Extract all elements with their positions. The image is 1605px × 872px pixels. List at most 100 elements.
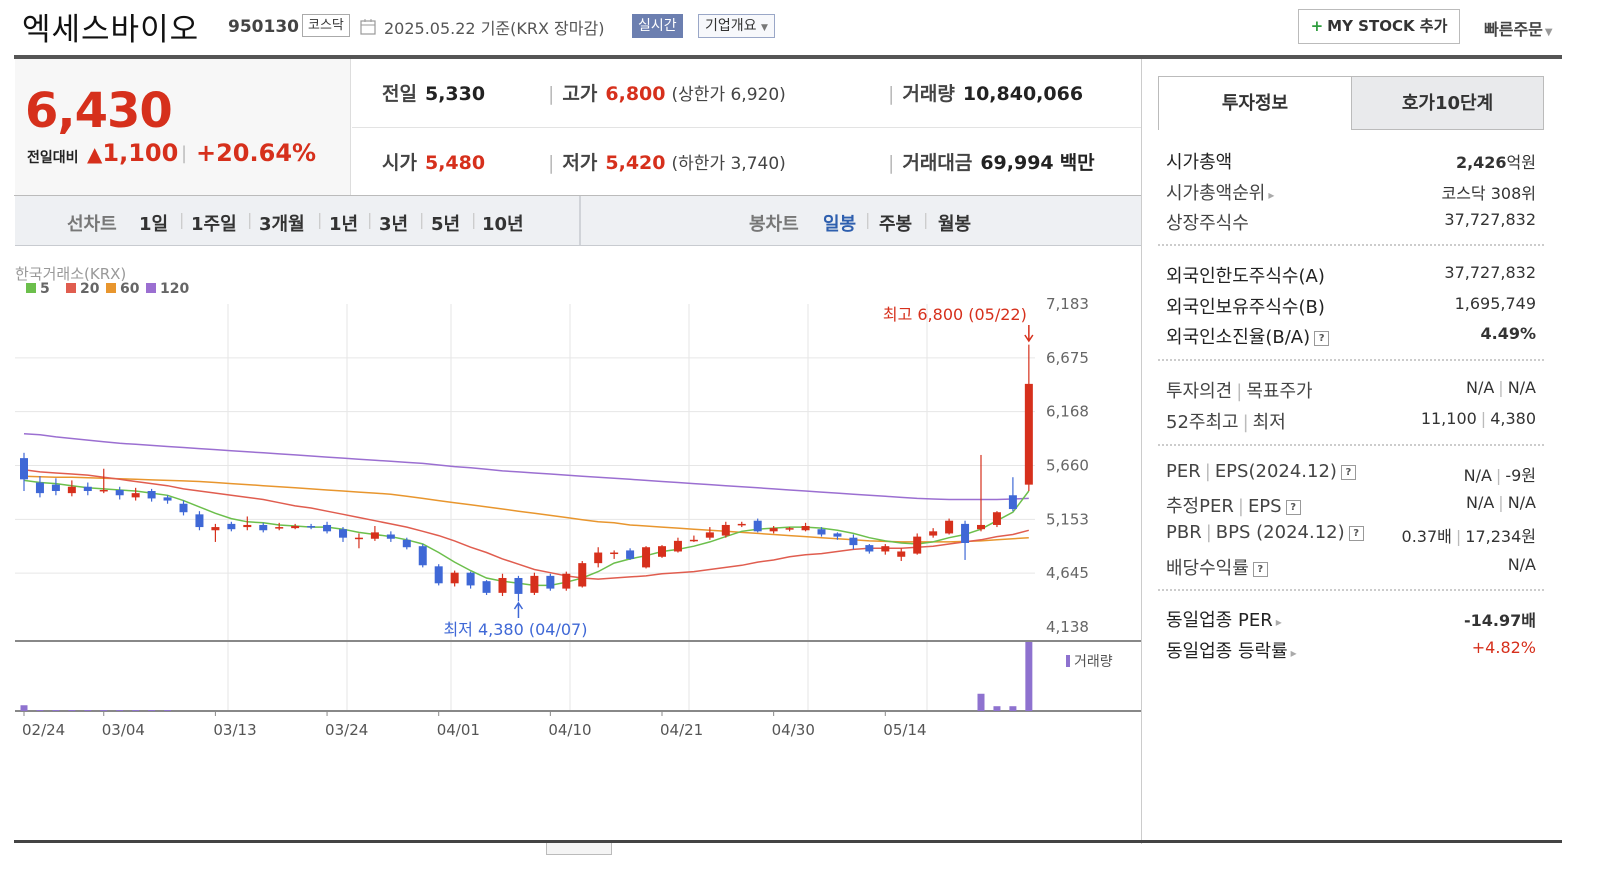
row-value: N/A | N/A — [1466, 378, 1536, 397]
row-label: 배당수익률? — [1166, 554, 1268, 580]
candle-body — [227, 523, 236, 530]
period-3y[interactable]: 3년 — [379, 214, 409, 235]
x-tick-label: 03/13 — [213, 721, 256, 739]
row-label-text: 외국인소진율(B/A) — [1166, 327, 1311, 348]
min-annotation: 최저 4,380 (04/07) — [443, 620, 587, 639]
realtime-button[interactable]: 실시간 — [632, 14, 683, 38]
candle-body — [418, 546, 427, 566]
stat-value: 5,480 — [424, 152, 486, 174]
candle-monthly[interactable]: 월봉 — [938, 214, 972, 235]
candle-body — [514, 577, 523, 594]
separator: | — [1205, 522, 1212, 543]
volume-bar — [993, 706, 1001, 711]
row-pbr-bps: PBR | BPS (2024.12)? 0.37배 | 17,234원 — [1166, 520, 1536, 548]
period-10y[interactable]: 10년 — [482, 214, 524, 235]
help-icon[interactable]: ? — [1252, 562, 1268, 577]
bps-label: BPS (2024.12) — [1215, 522, 1345, 543]
separator: | — [247, 210, 253, 229]
company-info-dropdown[interactable]: 기업개요 ▼ — [698, 14, 775, 38]
row-value: 2,426억원 — [1456, 149, 1536, 173]
price-summary: 6,430 전일대비 ▲1,100 | +20.64% — [15, 59, 351, 196]
row-industry-per[interactable]: 동일업종 PER ▸ -14.97배 — [1166, 604, 1536, 632]
stock-name: 엑세스바이오 — [22, 12, 200, 48]
legend-label: 5 — [40, 281, 50, 297]
target-label: 목표주가 — [1246, 381, 1313, 402]
x-tick-label: 03/04 — [102, 721, 145, 739]
y-tick-label: 5,660 — [1046, 457, 1089, 475]
candle-body — [20, 458, 28, 480]
separator: | — [367, 210, 373, 229]
scroll-handle[interactable] — [546, 843, 612, 855]
candle-body — [1024, 383, 1033, 485]
candle-body — [195, 514, 204, 528]
x-tick-label: 04/01 — [437, 721, 480, 739]
volume-bar — [36, 710, 44, 711]
candle-body — [83, 486, 92, 492]
chart-source-label: 한국거래소(KRX) — [15, 265, 126, 283]
right-panel-tabs: 투자정보 호가10단계 — [1158, 76, 1544, 130]
stock-header: 엑세스바이오 950130 코스닥 2025.05.22 기준(KRX 장마감)… — [0, 0, 1605, 56]
row-label: 외국인보유주식수(B) — [1166, 297, 1325, 318]
chevron-right-icon: ▸ — [1290, 646, 1297, 660]
stat-value: 10,840,066 — [962, 83, 1084, 105]
separator: | — [1204, 461, 1211, 482]
w52-high-value: 11,100 — [1420, 409, 1477, 428]
stat-label: 고가 — [562, 83, 598, 105]
candle-body — [99, 489, 108, 492]
period-1y[interactable]: 1년 — [329, 214, 359, 235]
row-value: 코스닥 308위 — [1441, 184, 1536, 203]
help-icon[interactable]: ? — [1314, 331, 1330, 346]
candle-weekly[interactable]: 주봉 — [879, 214, 913, 235]
panel-divider — [1141, 59, 1142, 844]
footer-divider — [14, 840, 1562, 843]
row-market-cap-rank[interactable]: 시가총액순위 ▸ 코스닥 308위 — [1166, 177, 1536, 205]
candle-body — [323, 524, 332, 532]
toolbar-divider — [579, 196, 581, 245]
stock-chart[interactable]: 7,183 6,675 6,168 5,660 5,153 4,645 4,138 한국거래소… — [0, 250, 1142, 745]
stat-high: | 고가 6,800 (상한가 6,920) — [548, 79, 786, 106]
tab-order-book[interactable]: 호가10단계 — [1351, 77, 1543, 130]
row-listed-shares: 상장주식수 37,727,832 — [1166, 207, 1536, 235]
candle-body — [530, 575, 539, 593]
separator: | — [1236, 381, 1243, 402]
quick-order-dropdown[interactable]: 빠른주문 ▼ — [1484, 16, 1553, 40]
help-icon[interactable]: ? — [1340, 465, 1356, 480]
y-tick-label: 4,645 — [1046, 564, 1089, 582]
legend-swatch — [26, 283, 36, 293]
volume-bar — [52, 710, 60, 711]
w52-low-value: 4,380 — [1490, 409, 1536, 428]
help-icon[interactable]: ? — [1285, 500, 1301, 515]
feps-label: EPS — [1247, 496, 1282, 517]
period-1w[interactable]: 1주일 — [191, 214, 237, 235]
separator: | — [548, 83, 555, 105]
help-icon[interactable]: ? — [1348, 526, 1364, 541]
period-5y[interactable]: 5년 — [431, 214, 461, 235]
legend-swatch — [106, 283, 116, 293]
row-label: 외국인한도주식수(A) — [1166, 266, 1325, 287]
volume-bar — [1009, 706, 1017, 711]
stat-volume: | 거래량 10,840,066 — [888, 79, 1083, 106]
row-label-text: 시가총액순위 — [1166, 183, 1266, 204]
chevron-down-icon: ▼ — [760, 23, 768, 33]
period-1d[interactable]: 1일 — [139, 214, 169, 235]
row-industry-change[interactable]: 동일업종 등락률 ▸ +4.82% — [1166, 635, 1536, 663]
tab-invest-info[interactable]: 투자정보 — [1159, 77, 1351, 130]
row-dividend: 배당수익률? N/A — [1166, 552, 1536, 580]
row-value: 4.49% — [1480, 324, 1536, 343]
candle-body — [578, 563, 587, 587]
volume-bar — [100, 710, 108, 711]
candle-daily[interactable]: 일봉 — [823, 214, 857, 235]
volume-bar — [68, 710, 76, 711]
candle-body — [35, 482, 44, 494]
period-3m[interactable]: 3개월 — [259, 214, 305, 235]
row-52w: 52주최고 | 최저 11,100 | 4,380 — [1166, 406, 1536, 434]
volume-bar — [148, 710, 156, 711]
stat-value: 5,330 — [424, 83, 486, 105]
add-my-stock-button[interactable]: + MY STOCK 추가 — [1298, 9, 1460, 44]
x-tick-label: 03/24 — [325, 721, 368, 739]
volume-bar — [116, 710, 124, 711]
candle-body — [929, 531, 938, 536]
legend-swatch — [146, 283, 156, 293]
row-foreign-holding: 외국인보유주식수(B) 1,695,749 — [1166, 291, 1536, 319]
volume-label: 거래량 — [1074, 654, 1113, 670]
